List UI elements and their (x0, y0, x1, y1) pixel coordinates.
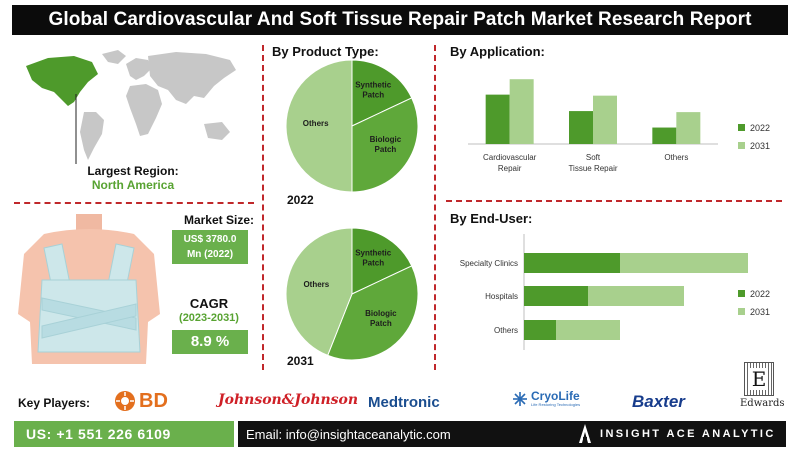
pie-label: Biologic Patch (370, 135, 402, 154)
divider-right-horizontal (446, 200, 782, 202)
pie-slice-others (285, 59, 353, 193)
application-bar-chart: Cardiovascular Repair Soft Tissue Repair Oth… (468, 79, 770, 173)
pie-slice-biologic-patch (327, 265, 419, 361)
pie-label: Others (303, 280, 329, 289)
bar-2031 (593, 95, 617, 144)
pie-label: Biologic Patch (365, 309, 397, 328)
bar-2022 (524, 253, 620, 273)
footer-brand: INSIGHT ACE ANALYTIC (600, 428, 776, 440)
market-size-value-line2: Mn (2022) (186, 249, 234, 260)
divider-left (262, 45, 264, 370)
pie-chart-2022: Synthetic Patch Biologic Patch Others (285, 59, 419, 193)
bar-2022 (524, 286, 588, 306)
pie-year-2031: 2031 (287, 354, 314, 368)
footer-email[interactable]: Email: info@insightaceanalytic.com (246, 427, 451, 442)
bar-2031 (676, 112, 701, 144)
logo-medtronic: Medtronic (368, 394, 440, 411)
divider-left-horizontal (14, 202, 254, 204)
divider-right (434, 45, 436, 370)
legend-label: 2031 (750, 307, 770, 317)
cryolife-wordmark: CryoLife (531, 389, 580, 403)
logo-edwards: E Edwards (740, 362, 785, 409)
category-label: Specialty Clinics (460, 259, 518, 268)
product-type-heading: By Product Type: (272, 44, 379, 59)
logo-baxter: Baxter (632, 392, 685, 411)
world-map (26, 50, 236, 164)
pie-label: Others (303, 119, 329, 128)
application-heading: By Application: (450, 44, 545, 59)
cagr-period: (2023-2031) (179, 312, 239, 324)
page-title: Global Cardiovascular And Soft Tissue Re… (12, 5, 788, 35)
pie-year-2022: 2022 (287, 193, 314, 207)
footer-bar: Email: info@insightaceanalytic.com INSIG… (238, 421, 786, 447)
largest-region-value: North America (91, 178, 175, 192)
patient-illustration (18, 214, 160, 364)
bar-2022 (652, 127, 677, 144)
end-user-bar-chart: Specialty Clinics Hospitals Others 2022 2031 (460, 234, 770, 350)
market-size-value-line1: US$ 3780.0 (183, 234, 237, 245)
pie-slice-biologic-patch (351, 97, 419, 193)
cagr-label: CAGR (189, 296, 229, 311)
category-label: Others (664, 153, 688, 162)
footer-phone[interactable]: US: +1 551 226 6109 (14, 421, 234, 447)
bar-2022 (485, 94, 510, 144)
pie-slice-others (285, 227, 353, 357)
cryolife-tagline: Life Restoring Technologies (531, 402, 581, 407)
edwards-wordmark: Edwards (740, 398, 785, 409)
category-label: Soft Tissue Repair (568, 153, 617, 173)
end-user-heading: By End-User: (450, 211, 533, 226)
largest-region-label: Largest Region: (87, 164, 179, 178)
cryolife-snowflake-icon (513, 391, 527, 406)
legend-swatch (738, 308, 745, 315)
pie-chart-2031: Synthetic Patch Biologic Patch Others (285, 227, 419, 361)
bar-2031 (620, 253, 748, 273)
market-size-label: Market Size: (183, 213, 254, 227)
legend-swatch (738, 290, 745, 297)
edwards-emblem-icon: E (744, 362, 774, 396)
pie-label: Synthetic Patch (355, 81, 392, 100)
logo-cryolife: CryoLife Life Restoring Technologies (512, 390, 580, 407)
bar-2031 (509, 79, 534, 144)
bar-2022 (569, 111, 593, 144)
legend-swatch (738, 142, 745, 149)
bar-2022 (524, 320, 556, 340)
category-label: Hospitals (485, 292, 518, 301)
legend-label: 2031 (750, 141, 770, 151)
bd-wordmark: BD (139, 389, 168, 412)
pie-slice-synthetic-patch (351, 59, 413, 127)
market-size-badge: US$ 3780.0 Mn (2022) (172, 230, 248, 264)
legend-swatch (738, 124, 745, 131)
legend-label: 2022 (750, 289, 770, 299)
pie-label: Synthetic Patch (355, 249, 392, 268)
legend-label: 2022 (750, 123, 770, 133)
bar-2031 (556, 320, 620, 340)
logo-bd: BD (114, 389, 168, 413)
cagr-value-badge: 8.9 % (172, 330, 248, 354)
insight-ace-logo-icon (579, 424, 591, 443)
category-label: Cardiovascular Repair (483, 153, 537, 173)
pie-slice-synthetic-patch (351, 227, 413, 295)
category-label: Others (494, 326, 518, 335)
bd-sun-icon (115, 391, 135, 411)
logo-johnson-johnson: Johnson&Johnson (218, 392, 359, 408)
key-players-label: Key Players: (18, 396, 91, 410)
north-america-shape (26, 56, 98, 106)
bar-2031 (588, 286, 684, 306)
